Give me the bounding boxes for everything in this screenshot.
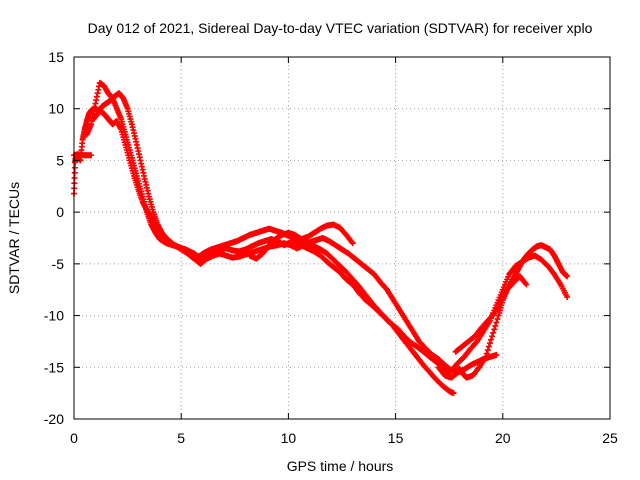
series-track-7: [435, 351, 500, 381]
y-tick-label: 0: [56, 204, 64, 220]
data-point: [349, 240, 356, 247]
data-point: [491, 326, 498, 333]
data-point: [488, 336, 495, 343]
plot-frame: [73, 56, 611, 420]
y-tick-label: 5: [56, 152, 64, 168]
y-tick-label: -5: [52, 256, 65, 272]
x-tick-label: 5: [177, 430, 185, 446]
data-point: [88, 152, 95, 159]
series-track-1: [71, 105, 571, 381]
chart-title: Day 012 of 2021, Sidereal Day-to-day VTE…: [88, 20, 593, 36]
x-tick-label: 25: [602, 430, 618, 446]
series-track-5: [452, 273, 530, 355]
x-tick-label: 10: [281, 430, 297, 446]
data-marks: [71, 79, 571, 397]
data-point: [494, 316, 501, 323]
data-point: [486, 340, 493, 347]
data-point: [450, 390, 457, 397]
data-point: [564, 273, 571, 280]
data-point: [71, 169, 78, 176]
data-point: [493, 351, 500, 358]
y-tick-label: 10: [48, 101, 64, 117]
data-point: [492, 322, 499, 329]
y-tick-label: -20: [44, 411, 64, 427]
y-axis-label: SDTVAR / TECUs: [6, 182, 22, 294]
data-point: [490, 329, 497, 336]
x-tick-label: 20: [495, 430, 511, 446]
grid: [74, 57, 610, 419]
data-point: [485, 343, 492, 350]
x-tick-label: 15: [388, 430, 404, 446]
data-point: [523, 281, 530, 288]
x-axis-label: GPS time / hours: [287, 458, 394, 474]
data-point: [71, 175, 78, 182]
series-track-6: [246, 221, 356, 262]
axis-ticks: [73, 56, 611, 420]
data-point: [493, 319, 500, 326]
data-point: [564, 293, 571, 300]
y-tick-label: 15: [48, 49, 64, 65]
series-track-3: [90, 90, 571, 374]
x-tick-label: 0: [70, 430, 78, 446]
data-point: [71, 164, 78, 171]
data-point: [484, 347, 491, 354]
data-point: [489, 333, 496, 340]
tick-labels: 0 5 10 15 20 25 -20 -15 -10 -5 0 5 10 15: [44, 49, 618, 446]
y-tick-label: -10: [44, 308, 64, 324]
y-tick-label: -15: [44, 359, 64, 375]
